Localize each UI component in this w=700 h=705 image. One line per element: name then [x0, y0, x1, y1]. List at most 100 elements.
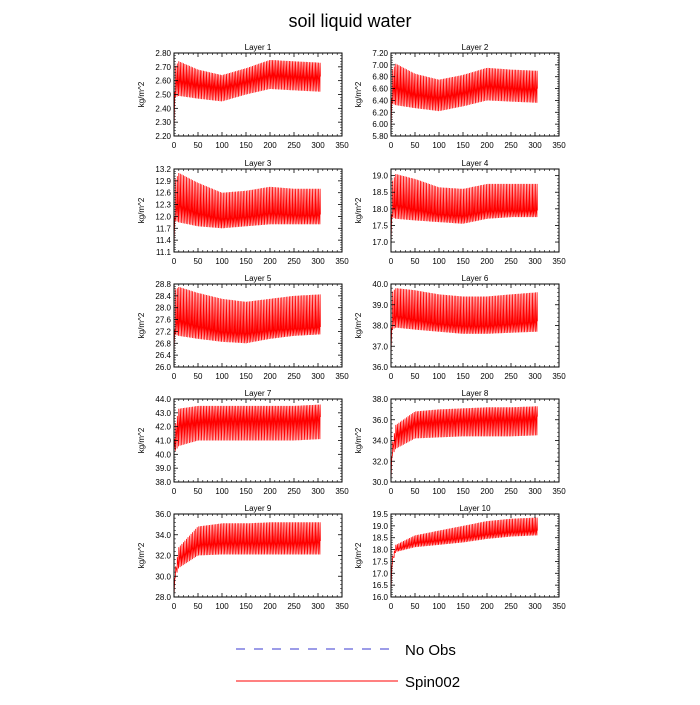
x-tick-label: 150 [239, 487, 253, 496]
y-tick-label: 18.0 [372, 546, 388, 555]
x-tick-label: 50 [194, 141, 203, 150]
x-tick-label: 200 [263, 602, 277, 611]
y-tick-label: 26.0 [155, 363, 171, 372]
y-tick-label: 39.0 [372, 301, 388, 310]
y-tick-label: 18.5 [372, 188, 388, 197]
x-tick-label: 350 [335, 487, 349, 496]
y-tick-label: 30.0 [372, 478, 388, 487]
y-tick-label: 12.6 [155, 189, 171, 198]
x-tick-label: 300 [311, 257, 325, 266]
panel-title: Layer 8 [462, 389, 489, 398]
y-tick-label: 32.0 [155, 552, 171, 561]
legend-spin002-label: Spin002 [405, 674, 460, 691]
chart-legend: No Obs Spin002 [236, 642, 460, 691]
x-tick-label: 250 [504, 257, 518, 266]
x-tick-label: 150 [239, 602, 253, 611]
panel-6: 0 50 100 150 200 250 300 350 36.0 37.0 38.0 39.0 40.… [354, 274, 566, 381]
x-tick-label: 250 [504, 141, 518, 150]
x-tick-label: 200 [480, 372, 494, 381]
y-tick-label: 26.8 [155, 339, 171, 348]
y-tick-label: 36.0 [372, 416, 388, 425]
x-tick-label: 0 [172, 602, 177, 611]
panel-7: 0 50 100 150 200 250 300 350 38.0 39.0 40.0 41.0 42.… [137, 389, 349, 496]
x-tick-label: 50 [194, 602, 203, 611]
plot-frame [173, 283, 343, 368]
y-tick-label: 2.20 [155, 132, 171, 141]
y-tick-label: 30.0 [155, 572, 171, 581]
y-tick-label: 38.0 [155, 478, 171, 487]
x-tick-label: 250 [504, 372, 518, 381]
panel-title: Layer 5 [245, 274, 272, 283]
x-tick-label: 0 [389, 141, 394, 150]
y-tick-label: 41.0 [155, 437, 171, 446]
panel-4: 0 50 100 150 200 250 300 350 17.0 17.5 18.0 18.5 19.… [354, 159, 566, 266]
y-axis-label: kg/m^2 [354, 81, 363, 107]
y-tick-label: 36.0 [155, 510, 171, 519]
x-tick-label: 200 [263, 257, 277, 266]
x-tick-label: 50 [411, 257, 420, 266]
y-tick-label: 34.0 [155, 531, 171, 540]
panel-title: Layer 3 [245, 159, 272, 168]
series-line-spin002 [391, 288, 538, 361]
x-tick-label: 0 [389, 372, 394, 381]
y-tick-label: 40.0 [372, 280, 388, 289]
x-tick-label: 350 [552, 141, 566, 150]
x-tick-label: 250 [287, 372, 301, 381]
x-tick-label: 0 [389, 602, 394, 611]
x-tick-label: 50 [411, 141, 420, 150]
x-tick-label: 300 [528, 372, 542, 381]
y-tick-label: 19.0 [372, 172, 388, 181]
x-tick-label: 100 [432, 372, 446, 381]
y-tick-label: 2.80 [155, 49, 171, 58]
x-tick-label: 50 [411, 372, 420, 381]
x-tick-label: 0 [172, 487, 177, 496]
x-tick-label: 100 [215, 372, 229, 381]
x-tick-label: 100 [215, 487, 229, 496]
y-tick-label: 19.0 [372, 522, 388, 531]
x-tick-label: 100 [215, 141, 229, 150]
plot-frame [390, 52, 560, 137]
series-line-spin002 [391, 173, 538, 249]
y-tick-label: 11.4 [156, 236, 172, 245]
series-line-spin002 [174, 59, 321, 136]
y-tick-label: 27.6 [155, 316, 171, 325]
x-tick-label: 250 [504, 487, 518, 496]
y-axis-label: kg/m^2 [137, 81, 146, 107]
y-tick-label: 7.20 [372, 49, 388, 58]
y-tick-label: 12.0 [155, 212, 171, 221]
y-tick-label: 2.60 [155, 77, 171, 86]
y-tick-label: 39.0 [155, 464, 171, 473]
x-tick-label: 350 [552, 602, 566, 611]
x-tick-label: 300 [528, 487, 542, 496]
legend-noobs-label: No Obs [405, 642, 456, 659]
x-tick-label: 150 [456, 257, 470, 266]
y-tick-label: 17.0 [372, 238, 388, 247]
plot-frame [390, 168, 560, 253]
y-tick-label: 44.0 [155, 395, 171, 404]
y-axis-label: kg/m^2 [137, 197, 146, 223]
y-tick-label: 6.60 [372, 85, 388, 94]
y-tick-label: 19.5 [372, 510, 388, 519]
panel-9: 0 50 100 150 200 250 300 350 28.0 30.0 32.0 34.0 36.… [137, 504, 349, 611]
x-tick-label: 200 [263, 372, 277, 381]
plot-frame [390, 513, 560, 598]
y-tick-label: 37.0 [372, 342, 388, 351]
panel-title: Layer 7 [245, 389, 272, 398]
x-tick-label: 50 [194, 257, 203, 266]
x-tick-label: 250 [504, 602, 518, 611]
y-tick-label: 12.9 [155, 177, 171, 186]
panel-5: 0 50 100 150 200 250 300 350 26.0 26.4 26.8 27.2 27.… [137, 274, 349, 381]
x-tick-label: 300 [528, 257, 542, 266]
y-axis-label: kg/m^2 [137, 312, 146, 338]
panel-title: Layer 4 [462, 159, 489, 168]
x-tick-label: 150 [239, 257, 253, 266]
x-tick-label: 350 [335, 257, 349, 266]
series-line-spin002 [391, 406, 538, 482]
x-tick-label: 100 [215, 257, 229, 266]
series-line-spin002 [174, 522, 321, 597]
x-tick-label: 100 [432, 602, 446, 611]
y-tick-label: 17.5 [372, 557, 388, 566]
x-tick-label: 350 [335, 602, 349, 611]
panel-10: 0 50 100 150 200 250 300 350 16.0 16.5 17.0 17.5 18.… [354, 504, 566, 611]
